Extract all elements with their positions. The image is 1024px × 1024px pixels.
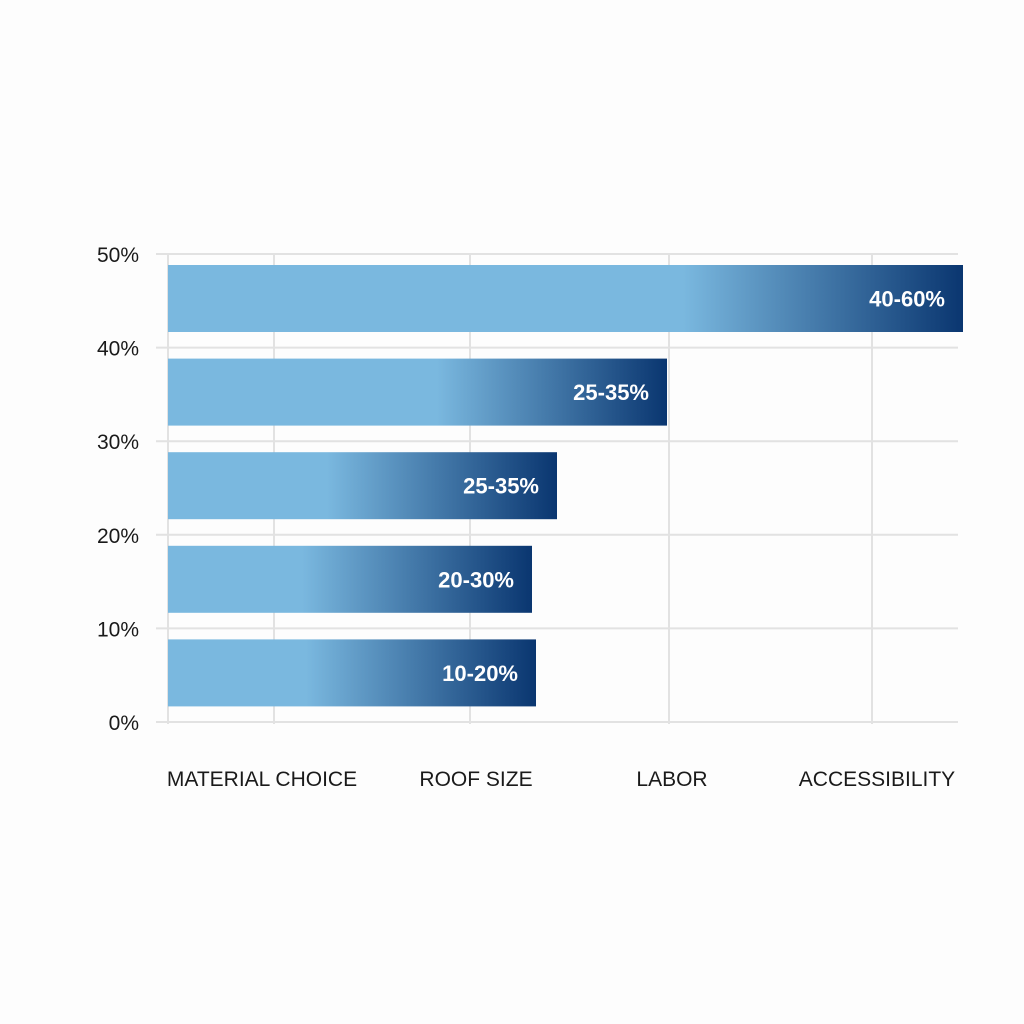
x-category-label: ACCESSIBILITY — [799, 768, 955, 791]
x-category-label: MATERIAL CHOICE — [167, 768, 357, 791]
bar-data-label: 20-30% — [438, 567, 514, 592]
bar — [168, 639, 536, 707]
y-tick-label: 50% — [97, 244, 139, 267]
bar — [168, 452, 557, 520]
bar — [168, 265, 963, 332]
y-tick-label: 0% — [109, 712, 139, 735]
bar — [168, 545, 532, 613]
y-tick-label: 40% — [97, 338, 139, 361]
x-axis-categories: MATERIAL CHOICE ROOF SIZE LABOR ACCESSIBILI… — [167, 768, 955, 791]
grid-lines — [156, 253, 958, 724]
bar — [168, 358, 667, 426]
x-category-label: ROOF SIZE — [419, 768, 532, 791]
y-tick-label: 10% — [97, 618, 139, 641]
x-category-label: LABOR — [636, 768, 707, 791]
bar-data-label: 10-20% — [442, 661, 518, 686]
bar-data-label: 25-35% — [573, 380, 649, 405]
bars: 40-60% 25-35% 25-35% 20-30% 10-20% — [168, 265, 963, 707]
bar-data-label: 40-60% — [869, 287, 945, 312]
y-tick-label: 30% — [97, 431, 139, 454]
y-axis-ticks: 0% 10% 20% 30% 40% 50% — [97, 244, 139, 735]
bar-data-label: 25-35% — [463, 474, 539, 499]
y-tick-label: 20% — [97, 525, 139, 548]
